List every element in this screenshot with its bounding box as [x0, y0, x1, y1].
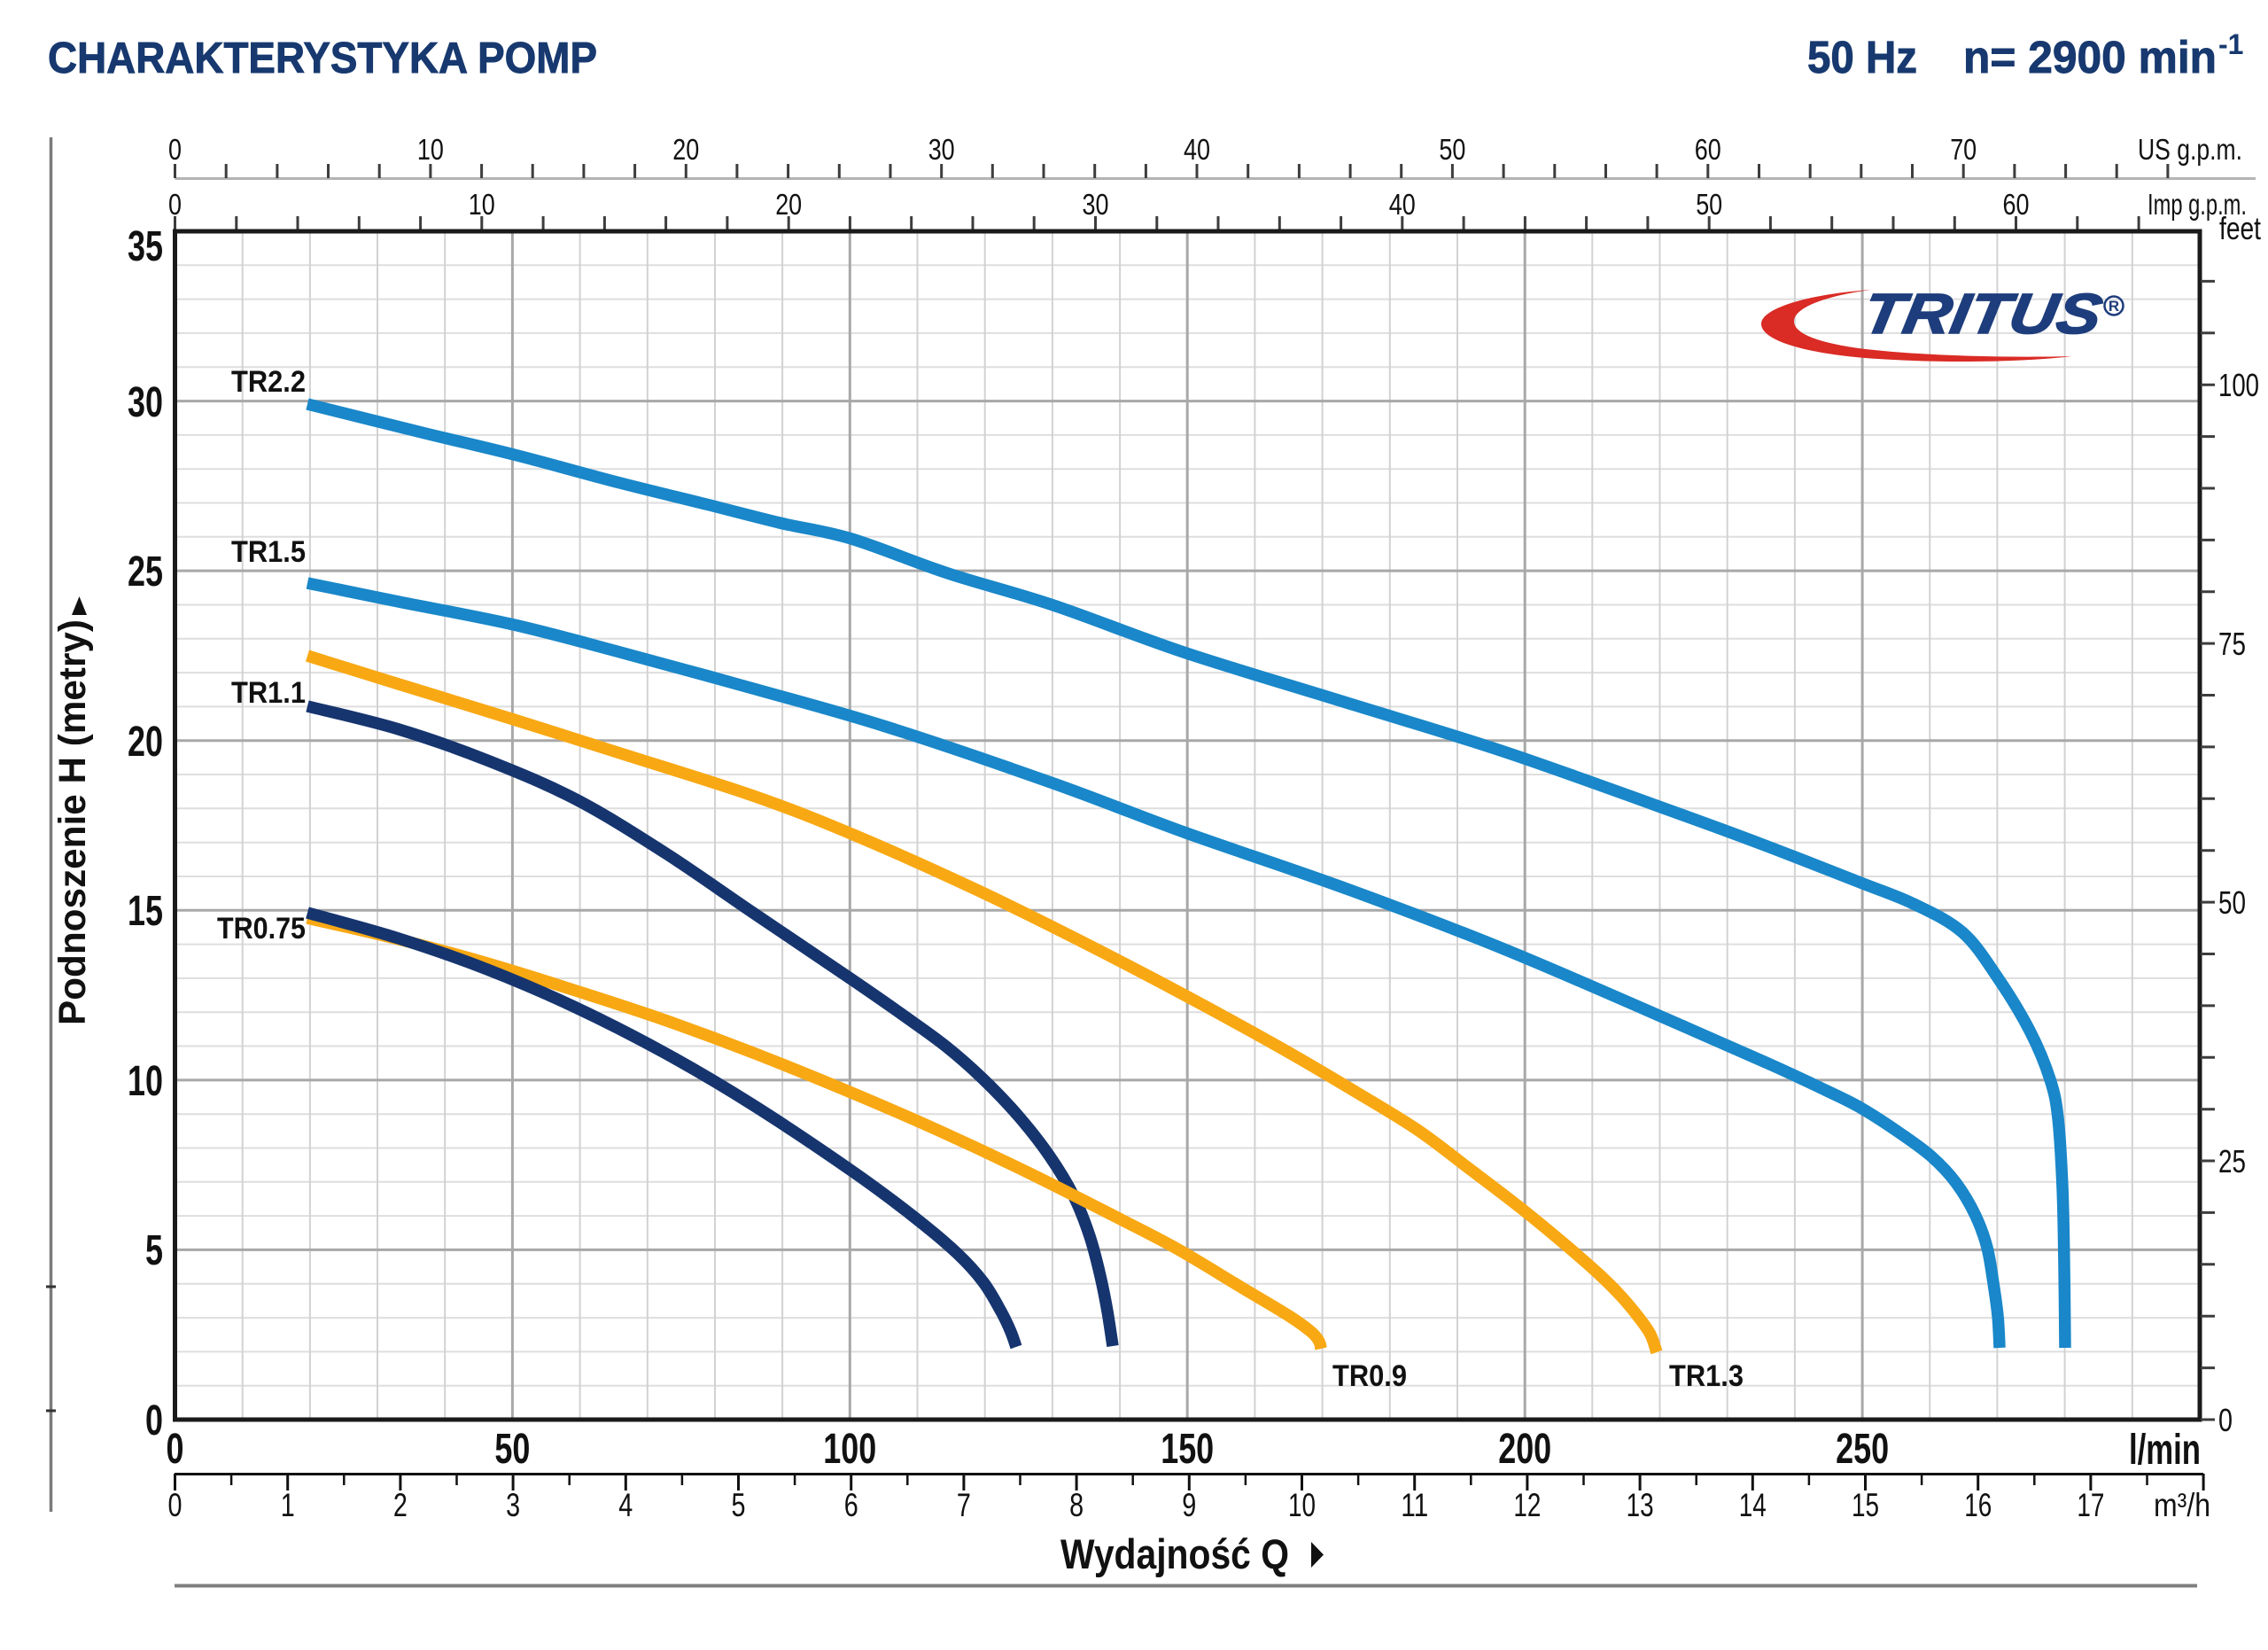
svg-text:25: 25: [128, 549, 163, 595]
svg-text:13: 13: [1627, 1487, 1654, 1523]
svg-text:3: 3: [506, 1487, 520, 1523]
svg-text:30: 30: [1083, 188, 1109, 221]
svg-text:5: 5: [732, 1487, 746, 1523]
svg-text:30: 30: [128, 379, 163, 426]
svg-text:l/min: l/min: [2129, 1427, 2201, 1474]
svg-text:CHARAKTERYSTYKA POMP: CHARAKTERYSTYKA POMP: [48, 35, 597, 82]
svg-text:60: 60: [1695, 133, 1721, 166]
svg-text:50: 50: [494, 1426, 530, 1473]
svg-text:US g.p.m.: US g.p.m.: [2138, 133, 2242, 166]
svg-text:0: 0: [168, 133, 182, 166]
svg-text:25: 25: [2218, 1143, 2246, 1179]
svg-text:TRITUS: TRITUS: [1859, 282, 2108, 345]
svg-text:9: 9: [1182, 1487, 1196, 1523]
svg-text:Imp g.p.m.: Imp g.p.m.: [2148, 188, 2247, 221]
svg-text:11: 11: [1401, 1487, 1428, 1523]
svg-text:50: 50: [2218, 884, 2246, 921]
svg-text:14: 14: [1739, 1487, 1767, 1523]
svg-text:0: 0: [168, 188, 182, 221]
svg-text:TR2.2: TR2.2: [231, 365, 306, 399]
svg-text:20: 20: [775, 188, 802, 221]
svg-text:5: 5: [145, 1227, 163, 1274]
svg-text:TR1.3: TR1.3: [1669, 1359, 1744, 1393]
svg-text:50 Hz: 50 Hz: [1807, 32, 1917, 82]
svg-text:R: R: [2109, 298, 2119, 315]
svg-text:4: 4: [618, 1487, 633, 1523]
svg-text:1: 1: [281, 1487, 295, 1523]
svg-text:TR0.75: TR0.75: [217, 912, 306, 946]
svg-text:m³/h: m³/h: [2154, 1487, 2210, 1523]
svg-text:30: 30: [928, 133, 955, 166]
svg-text:100: 100: [823, 1426, 876, 1473]
svg-text:200: 200: [1498, 1426, 1551, 1473]
svg-text:0: 0: [167, 1426, 184, 1473]
svg-text:feet: feet: [2219, 210, 2261, 246]
svg-text:n= 2900 min: n= 2900 min: [1963, 32, 2217, 82]
svg-text:16: 16: [1964, 1487, 1992, 1523]
svg-text:TR1.5: TR1.5: [231, 535, 306, 569]
svg-text:15: 15: [1852, 1487, 1879, 1523]
svg-text:20: 20: [128, 719, 163, 766]
svg-text:0: 0: [168, 1487, 183, 1523]
svg-text:10: 10: [1288, 1487, 1316, 1523]
svg-text:10: 10: [417, 133, 444, 166]
svg-text:70: 70: [1950, 133, 1977, 166]
svg-text:250: 250: [1836, 1426, 1889, 1473]
svg-text:TR1.1: TR1.1: [231, 676, 306, 710]
svg-text:60: 60: [2003, 188, 2030, 221]
svg-text:10: 10: [469, 188, 495, 221]
svg-text:35: 35: [128, 223, 163, 270]
svg-text:12: 12: [1513, 1487, 1541, 1523]
svg-text:15: 15: [128, 888, 163, 935]
svg-text:0: 0: [2218, 1402, 2233, 1438]
svg-text:20: 20: [672, 133, 699, 166]
svg-text:6: 6: [844, 1487, 858, 1523]
svg-text:Wydajność Q: Wydajność Q: [1060, 1530, 1289, 1577]
svg-text:50: 50: [1696, 188, 1722, 221]
svg-text:40: 40: [1389, 188, 1416, 221]
svg-text:75: 75: [2218, 626, 2246, 662]
svg-text:40: 40: [1184, 133, 1210, 166]
svg-text:150: 150: [1161, 1426, 1214, 1473]
svg-text:Podnoszenie H (metry): Podnoszenie H (metry): [51, 619, 94, 1025]
svg-text:TR0.9: TR0.9: [1332, 1359, 1407, 1393]
svg-text:100: 100: [2218, 367, 2259, 403]
svg-text:10: 10: [128, 1058, 163, 1105]
svg-text:-1: -1: [2218, 28, 2243, 60]
svg-text:7: 7: [957, 1487, 971, 1523]
svg-text:2: 2: [393, 1487, 408, 1523]
svg-text:0: 0: [145, 1397, 163, 1444]
svg-text:50: 50: [1439, 133, 1465, 166]
svg-text:17: 17: [2077, 1487, 2104, 1523]
svg-text:8: 8: [1069, 1487, 1084, 1523]
